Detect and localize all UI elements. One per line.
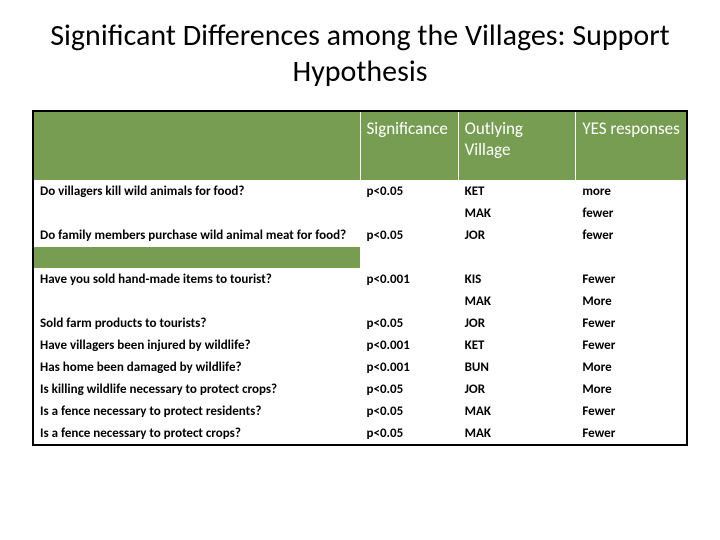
cell-q: Is a fence necessary to protect crops? xyxy=(33,423,360,446)
gap-cell xyxy=(458,247,576,269)
cell-yes: Fewer xyxy=(576,313,687,335)
data-table: Significance Outlying Village YES respon… xyxy=(32,110,688,446)
cell-q: Do family members purchase wild animal m… xyxy=(33,225,360,247)
cell-q: Is killing wildlife necessary to protect… xyxy=(33,379,360,401)
table-row: Sold farm products to tourists?p<0.05JOR… xyxy=(33,313,687,335)
cell-sig xyxy=(360,291,458,313)
cell-sig: p<0.05 xyxy=(360,313,458,335)
cell-out: MAK xyxy=(458,291,576,313)
cell-sig xyxy=(360,203,458,225)
cell-yes: More xyxy=(576,379,687,401)
cell-yes: fewer xyxy=(576,203,687,225)
cell-sig: p<0.001 xyxy=(360,269,458,291)
gap-cell xyxy=(33,247,360,269)
cell-out: MAK xyxy=(458,423,576,446)
cell-sig: p<0.001 xyxy=(360,357,458,379)
page-title: Significant Differences among the Villag… xyxy=(32,18,688,90)
cell-sig: p<0.05 xyxy=(360,401,458,423)
cell-out: JOR xyxy=(458,379,576,401)
cell-yes: More xyxy=(576,291,687,313)
cell-q: Is a fence necessary to protect resident… xyxy=(33,401,360,423)
col-header-outlying: Outlying Village xyxy=(458,111,576,181)
table-body: Do villagers kill wild animals for food?… xyxy=(33,181,687,446)
cell-out: BUN xyxy=(458,357,576,379)
cell-sig: p<0.05 xyxy=(360,423,458,446)
cell-q: Sold farm products to tourists? xyxy=(33,313,360,335)
col-header-yes: YES responses xyxy=(576,111,687,181)
table-row: Is killing wildlife necessary to protect… xyxy=(33,379,687,401)
cell-yes: More xyxy=(576,357,687,379)
table-gap-row xyxy=(33,247,687,269)
table-row: Is a fence necessary to protect crops?p<… xyxy=(33,423,687,446)
cell-yes: more xyxy=(576,181,687,203)
table-row: MAKfewer xyxy=(33,203,687,225)
cell-yes: fewer xyxy=(576,225,687,247)
cell-q: Have villagers been injured by wildlife? xyxy=(33,335,360,357)
cell-sig: p<0.05 xyxy=(360,181,458,203)
cell-out: KIS xyxy=(458,269,576,291)
cell-q: Have you sold hand-made items to tourist… xyxy=(33,269,360,291)
cell-out: MAK xyxy=(458,401,576,423)
table-row: Has home been damaged by wildlife?p<0.00… xyxy=(33,357,687,379)
gap-cell xyxy=(360,247,458,269)
cell-yes: Fewer xyxy=(576,269,687,291)
cell-out: KET xyxy=(458,335,576,357)
cell-out: JOR xyxy=(458,313,576,335)
table-row: Do villagers kill wild animals for food?… xyxy=(33,181,687,203)
col-header-question xyxy=(33,111,360,181)
cell-yes: Fewer xyxy=(576,423,687,446)
table-row: Do family members purchase wild animal m… xyxy=(33,225,687,247)
table-row: Have you sold hand-made items to tourist… xyxy=(33,269,687,291)
table-row: MAKMore xyxy=(33,291,687,313)
col-header-significance: Significance xyxy=(360,111,458,181)
table-row: Is a fence necessary to protect resident… xyxy=(33,401,687,423)
cell-q: Has home been damaged by wildlife? xyxy=(33,357,360,379)
cell-sig: p<0.05 xyxy=(360,379,458,401)
gap-cell xyxy=(576,247,687,269)
table-row: Have villagers been injured by wildlife?… xyxy=(33,335,687,357)
cell-out: MAK xyxy=(458,203,576,225)
cell-q xyxy=(33,203,360,225)
cell-yes: Fewer xyxy=(576,335,687,357)
table-header-row: Significance Outlying Village YES respon… xyxy=(33,111,687,181)
cell-q xyxy=(33,291,360,313)
cell-out: JOR xyxy=(458,225,576,247)
cell-sig: p<0.05 xyxy=(360,225,458,247)
cell-q: Do villagers kill wild animals for food? xyxy=(33,181,360,203)
cell-sig: p<0.001 xyxy=(360,335,458,357)
cell-out: KET xyxy=(458,181,576,203)
cell-yes: Fewer xyxy=(576,401,687,423)
